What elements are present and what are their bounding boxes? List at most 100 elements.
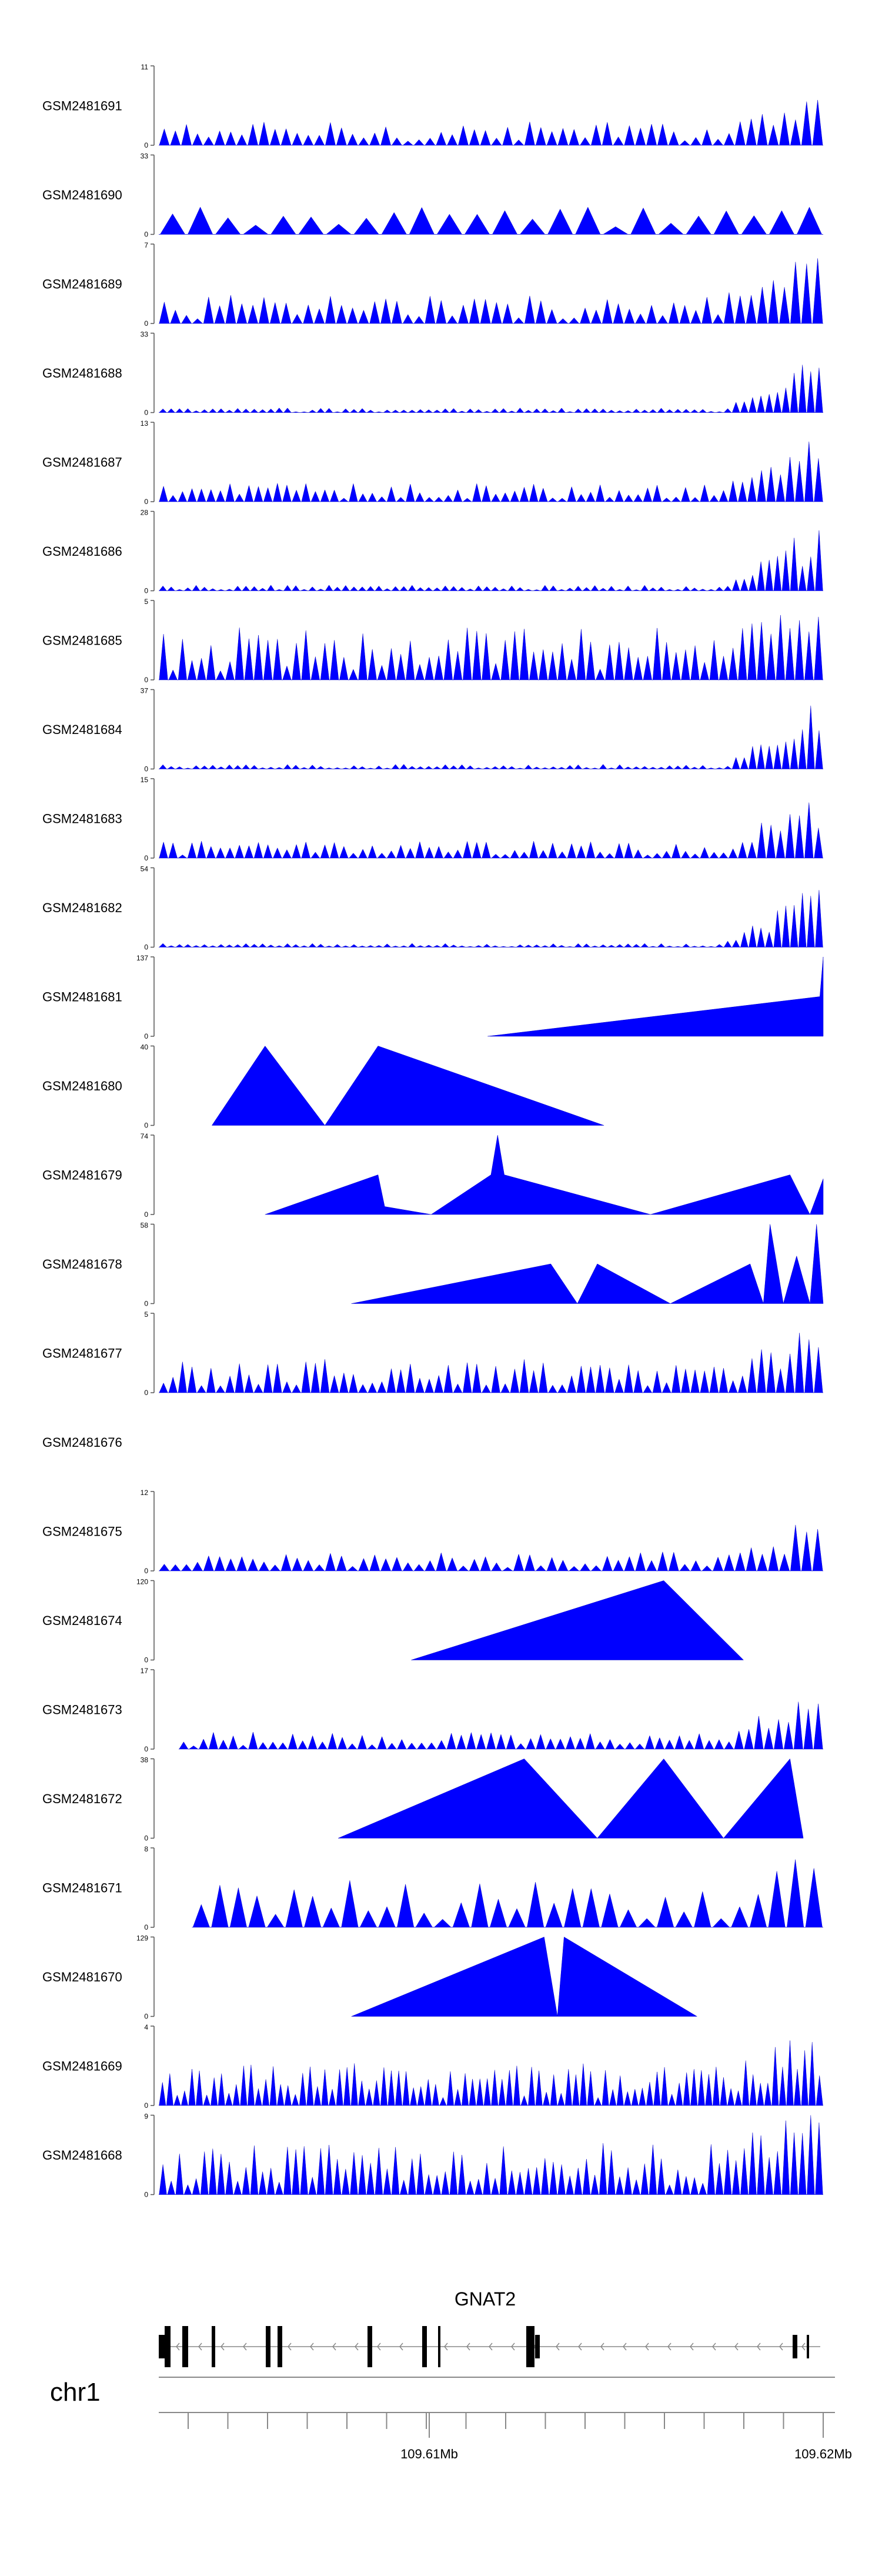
track-ymax-label: 120: [136, 1578, 148, 1586]
track-ymin-label: 0: [144, 1656, 148, 1664]
track-area: [487, 956, 824, 1037]
track-area: [159, 802, 823, 859]
track: GSM2481670 129 0: [42, 1934, 698, 2021]
track-label: GSM2481673: [42, 1703, 122, 1717]
track-label: GSM2481679: [42, 1168, 122, 1183]
track-ymin-label: 0: [144, 1923, 148, 1931]
track: GSM2481689 7 0: [42, 241, 823, 328]
track-ymax-label: 129: [136, 1934, 148, 1943]
strand-arrow: [578, 2343, 582, 2351]
track-ymin-label: 0: [144, 319, 148, 328]
track-ymax-label: 15: [141, 776, 149, 784]
track: GSM2481674 120 0: [42, 1578, 744, 1664]
track-label: GSM2481688: [42, 366, 122, 381]
track: GSM2481684 37 0: [42, 687, 823, 773]
strand-arrow: [399, 2343, 403, 2351]
strand-arrow: [377, 2343, 381, 2351]
track-ymin-label: 0: [144, 409, 148, 417]
track-label: GSM2481674: [42, 1613, 122, 1628]
track-ymin-label: 0: [144, 1210, 148, 1219]
track: GSM2481673 17 0: [42, 1667, 823, 1753]
track: GSM2481675 12 0: [42, 1489, 823, 1575]
strand-arrow: [600, 2343, 604, 2351]
track-ymax-label: 28: [141, 509, 149, 517]
strand-arrow: [355, 2343, 359, 2351]
strand-arrow: [712, 2343, 716, 2351]
strand-arrow: [556, 2343, 560, 2351]
track-ymin-label: 0: [144, 141, 148, 149]
gene-exon: [793, 2335, 797, 2358]
strand-arrow: [489, 2343, 493, 2351]
track-ymin-label: 0: [144, 1745, 148, 1753]
axis-tick-label: 109.62Mb: [794, 2447, 852, 2461]
strand-arrow: [243, 2343, 247, 2351]
strand-arrow: [444, 2343, 448, 2351]
track-label: GSM2481680: [42, 1079, 122, 1093]
gene-exon: [278, 2326, 282, 2367]
track-area: [338, 1758, 804, 1838]
strand-arrow: [466, 2343, 470, 2351]
track-ymin-label: 0: [144, 1300, 148, 1308]
track-area: [178, 1701, 823, 1750]
track-area: [159, 890, 823, 947]
track-ymax-label: 8: [144, 1845, 148, 1853]
track-label: GSM2481689: [42, 277, 122, 292]
track-ymax-label: 137: [136, 954, 148, 962]
strand-arrow: [734, 2343, 739, 2351]
track: GSM2481677 5 0: [42, 1310, 823, 1397]
track-ymax-label: 5: [144, 598, 148, 606]
track: GSM2481679 74 0: [42, 1132, 824, 1219]
track: GSM2481672 38 0: [42, 1756, 804, 1843]
track-ymax-label: 74: [141, 1132, 149, 1140]
track: GSM2481676: [42, 1435, 122, 1450]
track-label: GSM2481671: [42, 1881, 122, 1896]
track-ymin-label: 0: [144, 765, 148, 773]
track-area: [159, 2040, 823, 2106]
track-ymin-label: 0: [144, 1389, 148, 1397]
track-area: [159, 615, 823, 680]
gene-exon: [165, 2326, 171, 2367]
gene-exon: [526, 2326, 534, 2367]
track-label: GSM2481681: [42, 990, 122, 1005]
track: GSM2481683 15 0: [42, 776, 823, 862]
track: GSM2481680 40 0: [42, 1043, 604, 1130]
strand-arrow: [220, 2343, 225, 2351]
track-ymax-label: 54: [141, 865, 149, 873]
strand-arrow: [667, 2343, 671, 2351]
track-label: GSM2481670: [42, 1970, 122, 1984]
strand-arrow: [511, 2343, 515, 2351]
track-ymax-label: 11: [141, 63, 149, 71]
gene-exon: [266, 2326, 270, 2367]
track-ymin-label: 0: [144, 1834, 148, 1843]
track-ymax-label: 4: [144, 2023, 148, 2031]
track-label: GSM2481677: [42, 1346, 122, 1361]
strand-arrow: [332, 2343, 336, 2351]
strand-arrow: [310, 2343, 314, 2351]
strand-arrow: [801, 2343, 806, 2351]
track-ymax-label: 17: [141, 1667, 149, 1675]
track-ymin-label: 0: [144, 2191, 148, 2199]
strand-arrow: [779, 2343, 783, 2351]
gene-model: GNAT2: [159, 2288, 820, 2367]
genome-axis: chr1 109.61Mb 109.62Mb: [50, 2377, 852, 2461]
track-label: GSM2481676: [42, 1435, 122, 1450]
track-ymax-label: 12: [141, 1489, 149, 1497]
track-ymax-label: 5: [144, 1310, 148, 1319]
track-label: GSM2481686: [42, 544, 122, 559]
track-area: [159, 2115, 823, 2195]
track-ymin-label: 0: [144, 943, 148, 952]
gene-exon: [807, 2335, 809, 2358]
track: GSM2481690 33 0: [42, 152, 823, 239]
strand-arrow: [176, 2343, 180, 2351]
track: GSM2481668 9 0: [42, 2113, 823, 2199]
track-label: GSM2481690: [42, 188, 122, 202]
track: GSM2481681 137 0: [42, 954, 824, 1040]
track: GSM2481691 11 0: [42, 63, 823, 149]
tracks-layer: GSM2481691110GSM2481690330GSM248168970GS…: [42, 63, 824, 2199]
track-area: [159, 258, 823, 324]
track-label: GSM2481684: [42, 722, 122, 737]
track: GSM2481678 58 0: [42, 1222, 824, 1308]
track-ymax-label: 37: [141, 687, 149, 695]
track-area: [159, 705, 823, 769]
track-label: GSM2481691: [42, 99, 122, 114]
